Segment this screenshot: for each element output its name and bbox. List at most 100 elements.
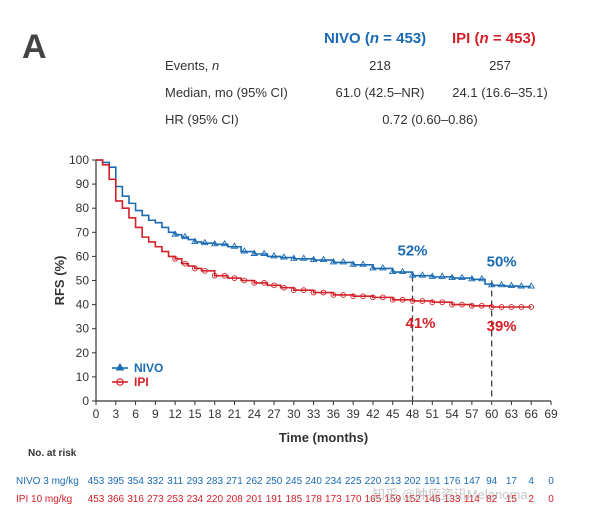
risk-value: 311 — [167, 476, 184, 487]
annotation-label: 41% — [406, 315, 436, 332]
annotation-label: 52% — [398, 243, 428, 260]
censor-marker-nivo — [458, 273, 466, 281]
header-nivo-n: n — [369, 30, 380, 47]
censor-marker-ipi — [231, 275, 238, 281]
risk-row-label: IPI 10 mg/kg — [16, 494, 73, 505]
censor-marker-ipi — [528, 304, 535, 310]
risk-value: 185 — [285, 494, 303, 505]
legend-label-ipi: IPI — [134, 375, 149, 389]
risk-value: 271 — [226, 476, 243, 487]
censor-marker-ipi — [459, 301, 465, 308]
risk-value: 250 — [265, 476, 283, 487]
risk-value: 453 — [87, 476, 105, 487]
censor-marker-nivo — [220, 239, 229, 247]
censor-marker-ipi — [429, 299, 436, 306]
censor-marker-nivo — [369, 264, 377, 271]
censor-marker-nivo — [418, 271, 427, 278]
x-tick-label: 30 — [287, 407, 301, 421]
risk-row-label: NIVO 3 mg/kg — [16, 476, 79, 487]
y-tick-label: 90 — [76, 177, 90, 191]
censor-marker-nivo — [349, 260, 357, 267]
x-tick-label: 54 — [445, 407, 459, 421]
risk-value: 395 — [107, 476, 125, 487]
x-tick-label: 15 — [188, 407, 202, 421]
risk-value: 253 — [166, 494, 184, 505]
x-axis-label: Time (months) — [279, 430, 368, 445]
censor-marker-nivo — [329, 258, 338, 265]
stats-hr-value: 0.72 (0.60–0.86) — [382, 112, 478, 127]
censor-marker-ipi — [241, 277, 248, 284]
censor-marker-ipi — [320, 289, 327, 296]
risk-value: 201 — [245, 494, 263, 505]
censor-marker-nivo — [299, 254, 308, 261]
series-line-nivo — [96, 159, 532, 288]
risk-table-title: No. at risk — [28, 448, 77, 459]
y-tick-label: 30 — [76, 322, 90, 336]
risk-value: 220 — [364, 476, 382, 487]
censor-marker-nivo — [210, 239, 219, 247]
censor-marker-ipi — [449, 301, 455, 308]
y-tick-label: 80 — [76, 201, 90, 215]
censor-marker-ipi — [478, 302, 485, 309]
censor-marker-ipi — [439, 299, 446, 306]
censor-marker-ipi — [300, 287, 307, 293]
stats-events-text: Events, — [165, 58, 212, 73]
stats-row-hr-label: HR (95% CI) — [165, 112, 239, 127]
stats-events-ipi: 257 — [489, 58, 511, 73]
risk-value: 152 — [404, 494, 421, 505]
censor-marker-ipi — [498, 304, 505, 310]
risk-value: 159 — [384, 494, 402, 505]
censor-marker-ipi — [379, 294, 386, 301]
x-tick-label: 42 — [366, 407, 380, 421]
censor-marker-nivo — [408, 271, 417, 278]
censor-marker-ipi — [399, 296, 406, 303]
censor-marker-ipi — [251, 280, 258, 286]
risk-value: 0 — [548, 494, 554, 505]
x-tick-label: 18 — [208, 407, 222, 421]
censor-marker-ipi — [221, 272, 228, 279]
x-tick-label: 39 — [346, 407, 360, 421]
risk-value: 145 — [423, 494, 441, 505]
risk-value: 2 — [528, 494, 534, 505]
legend-marker-ipi — [116, 378, 124, 386]
y-tick-label: 100 — [69, 153, 89, 167]
annotation-label: 50% — [487, 254, 517, 271]
stats-events-n: n — [211, 58, 220, 73]
x-tick-label: 36 — [327, 407, 341, 421]
series-line-ipi — [96, 159, 532, 308]
risk-value: 4 — [528, 476, 534, 487]
stats-median-nivo: 61.0 (42.5–NR) — [335, 85, 425, 100]
censor-marker-ipi — [360, 293, 366, 300]
censor-marker-nivo — [398, 267, 407, 275]
risk-value: 165 — [364, 494, 382, 505]
annotation-label: 39% — [487, 318, 517, 335]
y-tick-label: 60 — [76, 249, 90, 263]
censor-marker-nivo — [250, 249, 259, 256]
censor-marker-nivo — [468, 274, 476, 282]
header-nivo-tail: = 453) — [379, 30, 427, 47]
x-tick-label: 12 — [168, 407, 182, 421]
y-tick-label: 40 — [76, 298, 90, 312]
risk-value: 176 — [443, 476, 461, 487]
risk-value: 173 — [325, 494, 342, 505]
censor-marker-ipi — [271, 282, 277, 289]
censor-marker-nivo — [527, 282, 536, 289]
y-tick-label: 70 — [76, 225, 90, 239]
censor-marker-nivo — [309, 255, 318, 262]
panel-label: A — [22, 28, 47, 66]
censor-marker-nivo — [487, 280, 496, 288]
risk-value: 293 — [186, 476, 204, 487]
risk-value: 262 — [245, 476, 263, 487]
risk-value: 453 — [87, 494, 105, 505]
censor-marker-ipi — [192, 265, 198, 272]
censor-marker-nivo — [191, 237, 199, 244]
x-tick-label: 66 — [525, 407, 539, 421]
risk-value: 208 — [226, 494, 243, 505]
censor-marker-nivo — [181, 232, 189, 240]
censor-marker-ipi — [290, 287, 297, 293]
header-ipi: IPI (n = 453) — [452, 30, 536, 47]
x-tick-label: 51 — [426, 407, 440, 421]
risk-value: 17 — [505, 476, 517, 487]
risk-value: 225 — [344, 476, 362, 487]
censor-marker-ipi — [201, 268, 208, 274]
